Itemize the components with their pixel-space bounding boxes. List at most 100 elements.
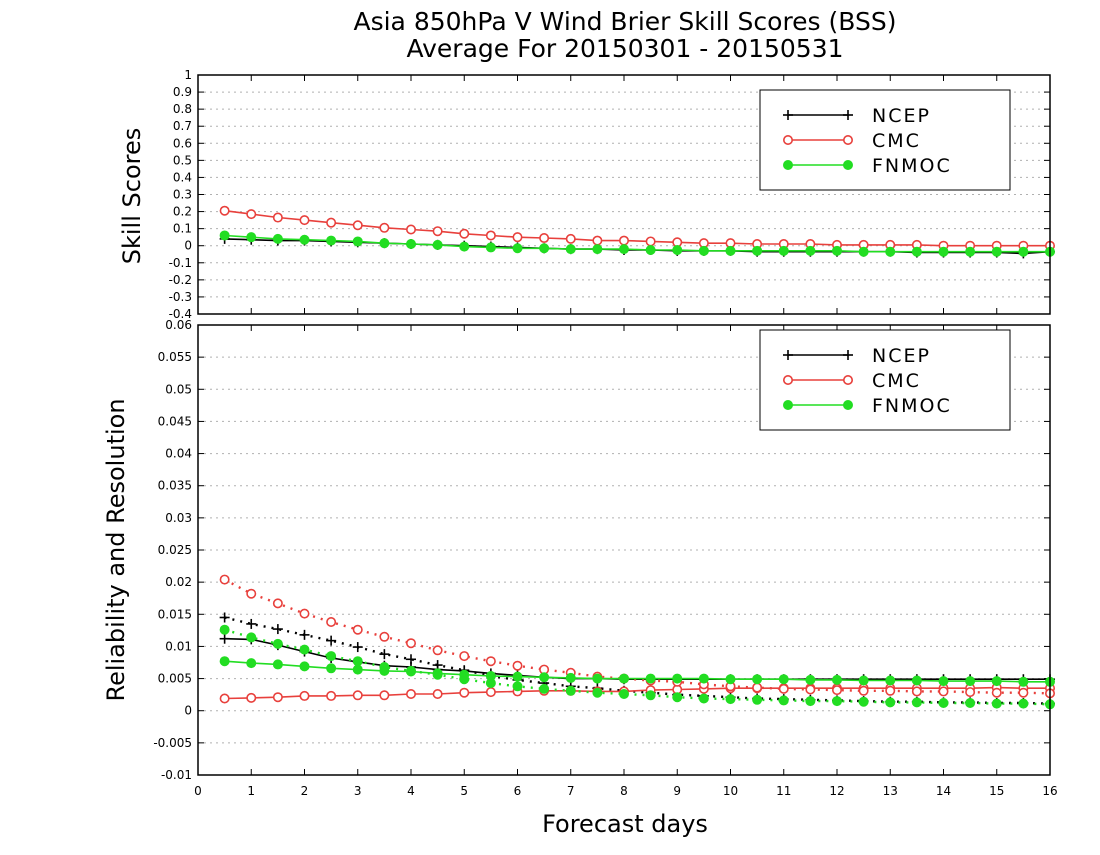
bottom-data-point bbox=[512, 660, 523, 671]
bottom-legend-marker bbox=[782, 374, 793, 385]
bottom-data-point bbox=[965, 687, 976, 698]
bottom-data-point bbox=[911, 675, 922, 686]
bottom-legend-marker bbox=[843, 350, 853, 360]
bottom-data-point bbox=[406, 665, 416, 676]
chart-title-line2: Average For 20150301 - 20150531 bbox=[406, 34, 843, 63]
bottom-data-point bbox=[1018, 676, 1029, 687]
top-legend-marker bbox=[843, 160, 853, 170]
bottom-y-tick-label: 0.055 bbox=[158, 350, 192, 364]
top-data-point bbox=[618, 235, 629, 246]
top-data-point bbox=[858, 246, 869, 257]
top-legend-marker bbox=[843, 110, 853, 120]
bottom-data-point bbox=[991, 687, 1002, 698]
x-axis-title: Forecast days bbox=[542, 810, 708, 838]
bottom-series-ncep-solid bbox=[219, 633, 1055, 685]
bottom-data-point bbox=[965, 676, 976, 687]
x-tick-label: 1 bbox=[247, 784, 255, 798]
bottom-data-point bbox=[725, 694, 736, 705]
bottom-series-line bbox=[224, 628, 1051, 706]
bottom-legend: NCEP CMC FNMOC bbox=[759, 329, 1011, 431]
bottom-data-point bbox=[246, 658, 257, 669]
bottom-data-point bbox=[805, 684, 816, 695]
bottom-data-point bbox=[858, 685, 869, 696]
top-data-point bbox=[1018, 246, 1029, 257]
bottom-data-point bbox=[352, 664, 363, 675]
top-y-axis-title: Skill Scores bbox=[118, 128, 146, 265]
top-y-tick-label: -0.2 bbox=[169, 273, 192, 287]
top-data-point bbox=[219, 205, 230, 216]
bottom-data-point bbox=[299, 644, 310, 655]
bottom-data-point bbox=[938, 676, 949, 687]
bottom-legend-item-cmc: CMC bbox=[782, 370, 919, 392]
bottom-legend-marker bbox=[843, 400, 853, 410]
bottom-y-tick-label: 0.02 bbox=[165, 575, 192, 589]
bottom-y-tick-label: 0 bbox=[184, 704, 192, 718]
bottom-data-point bbox=[219, 624, 230, 635]
bottom-data-point bbox=[379, 649, 390, 660]
bottom-y-tick-label: 0.005 bbox=[158, 672, 192, 686]
top-data-point bbox=[778, 245, 789, 256]
bottom-legend-item-fnmoc: FNMOC bbox=[783, 395, 952, 417]
x-tick-label: 6 bbox=[514, 784, 522, 798]
top-data-point bbox=[299, 215, 310, 226]
bottom-data-point bbox=[432, 660, 443, 671]
x-tick-label: 11 bbox=[776, 784, 791, 798]
x-tick-label: 3 bbox=[354, 784, 362, 798]
bottom-data-point bbox=[326, 651, 337, 662]
bottom-y-tick-label: 0.015 bbox=[158, 607, 192, 621]
bottom-data-point bbox=[405, 688, 416, 699]
top-data-point bbox=[991, 246, 1002, 257]
bottom-data-point bbox=[432, 669, 443, 680]
bottom-data-point bbox=[885, 697, 896, 708]
top-legend-item-cmc: CMC bbox=[782, 130, 919, 152]
bottom-data-point bbox=[805, 674, 816, 685]
top-data-point bbox=[752, 245, 763, 256]
bottom-data-point bbox=[299, 629, 310, 640]
bottom-data-point bbox=[858, 696, 869, 707]
bottom-data-point bbox=[752, 682, 763, 693]
top-y-tick-label: 0.5 bbox=[173, 153, 192, 167]
bottom-legend-label: FNMOC bbox=[872, 395, 952, 417]
top-y-tick-label: -0.4 bbox=[169, 307, 192, 321]
bottom-data-point bbox=[698, 693, 709, 704]
bottom-data-point bbox=[299, 661, 310, 672]
top-data-point bbox=[405, 224, 416, 235]
bottom-data-point bbox=[246, 632, 257, 643]
top-data-point bbox=[725, 245, 736, 256]
bottom-data-point bbox=[832, 674, 842, 685]
top-y-tick-label: 0.3 bbox=[173, 188, 192, 202]
bottom-data-point bbox=[272, 638, 283, 649]
top-data-point bbox=[698, 245, 709, 256]
top-data-point bbox=[592, 244, 603, 255]
chart-title-line1: Asia 850hPa V Wind Brier Skill Scores (B… bbox=[353, 7, 896, 36]
bottom-data-point bbox=[246, 618, 257, 629]
x-tick-label: 2 bbox=[301, 784, 309, 798]
bottom-data-point bbox=[619, 689, 629, 699]
bottom-data-point bbox=[752, 694, 763, 705]
top-legend-item-ncep: NCEP bbox=[783, 105, 929, 127]
top-data-point bbox=[672, 244, 683, 255]
top-data-point bbox=[272, 212, 283, 223]
bottom-data-point bbox=[938, 686, 949, 697]
bottom-data-point bbox=[272, 692, 283, 703]
bottom-data-point bbox=[379, 631, 390, 642]
top-data-point bbox=[565, 233, 576, 244]
bottom-data-point bbox=[565, 685, 576, 696]
x-tick-label: 14 bbox=[936, 784, 951, 798]
bottom-data-point bbox=[219, 693, 230, 704]
x-tick-label: 16 bbox=[1042, 784, 1057, 798]
bottom-y-tick-label: 0.045 bbox=[158, 414, 192, 428]
top-data-point bbox=[299, 234, 310, 245]
bottom-data-point bbox=[352, 624, 363, 635]
bottom-y-tick-label: 0.025 bbox=[158, 543, 192, 557]
bottom-data-point bbox=[459, 651, 470, 662]
bottom-data-point bbox=[246, 692, 257, 703]
bottom-data-point bbox=[326, 635, 337, 646]
top-data-point bbox=[645, 244, 656, 255]
bottom-series-line bbox=[224, 578, 1051, 695]
skill-score-panel: -0.4 -0.3 -0.2 -0.1 0 0.1 0.2 0.3 0.4 0.5 0.6 0.7 0.… bbox=[169, 68, 1056, 321]
top-legend-marker bbox=[842, 135, 853, 146]
bottom-y-tick-label: 0.04 bbox=[165, 447, 192, 461]
top-data-point bbox=[272, 233, 283, 244]
top-y-tick-label: 0.1 bbox=[173, 222, 192, 236]
